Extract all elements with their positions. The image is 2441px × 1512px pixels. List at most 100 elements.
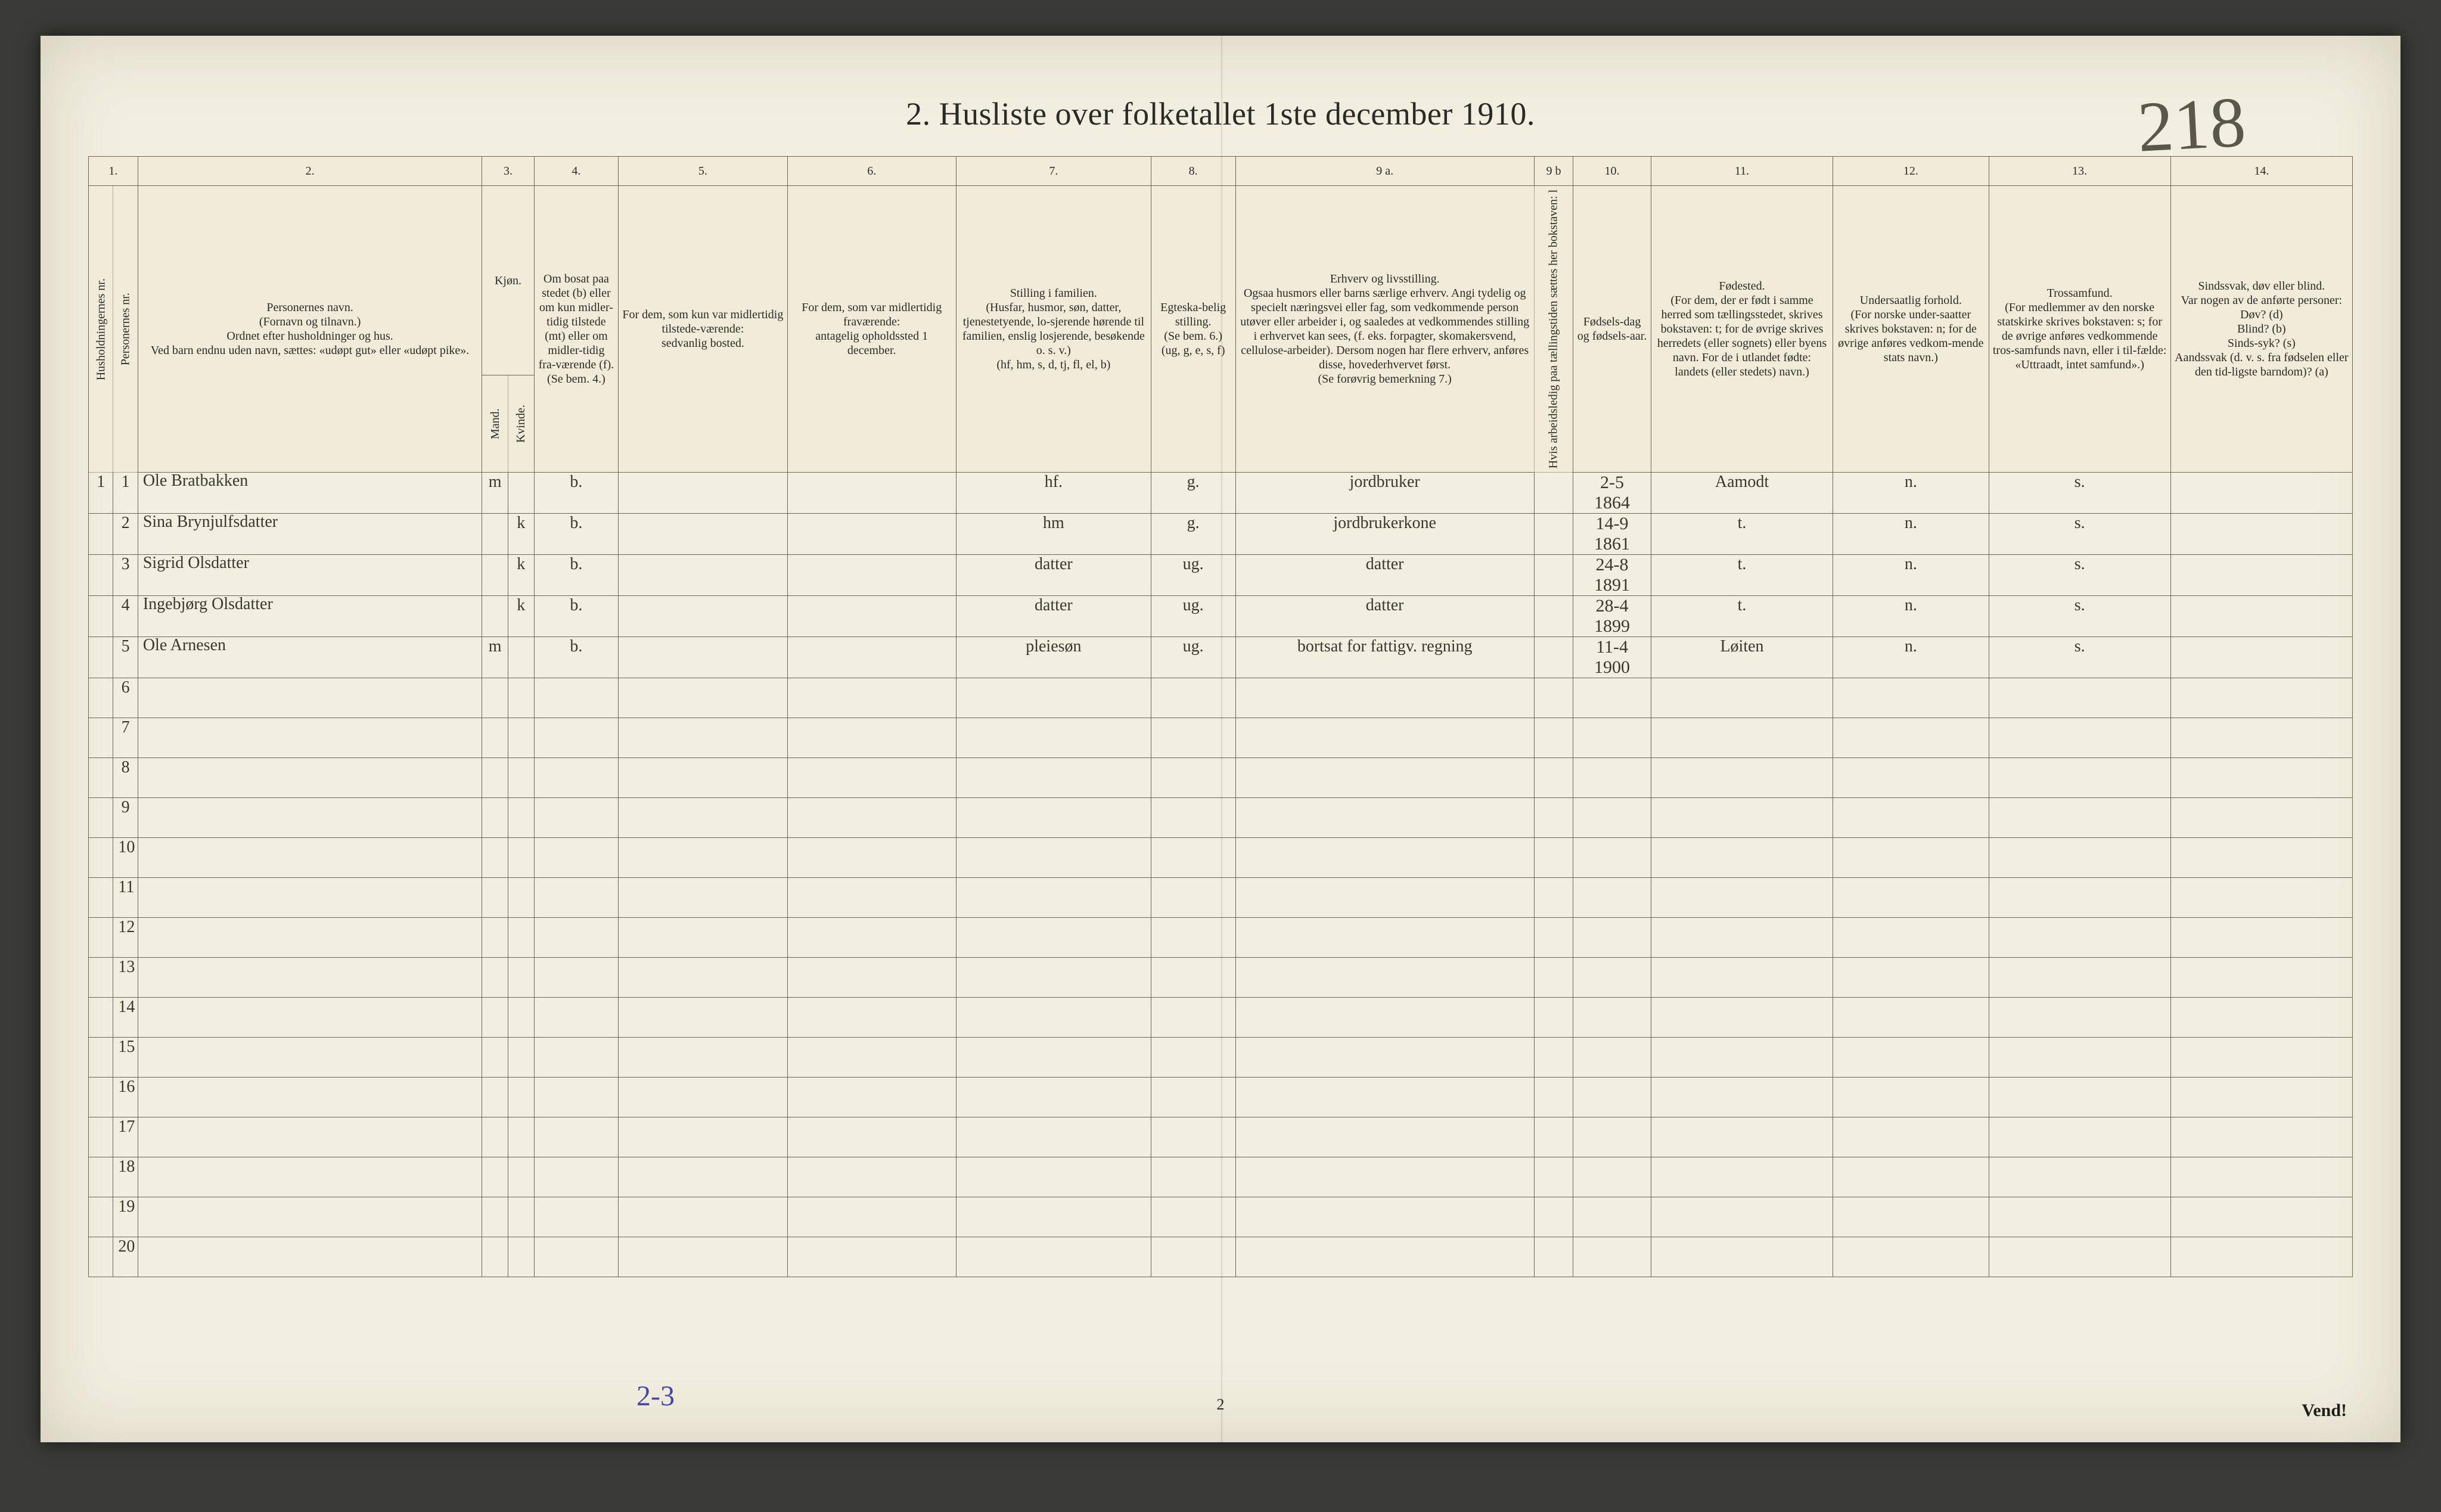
cell-blank [508,1237,534,1277]
cell-blank [1151,958,1235,998]
cell-blank [508,918,534,958]
cell-blank [508,1038,534,1078]
cell-blank [956,1117,1151,1157]
cell-person-no: 1 [113,473,138,514]
cell-blank [508,958,534,998]
cell-household-no [89,918,113,958]
cell-household-no [89,637,113,678]
cell-blank [2170,758,2352,798]
cell-blank [1151,838,1235,878]
cell-residence: b. [534,514,619,555]
hdr-col13: Trossamfund. (For medlemmer av den norsk… [1989,186,2170,473]
cell-blank [1651,758,1833,798]
cell-blank [138,878,482,918]
cell-person-no: 19 [113,1197,138,1237]
cell-blank [1651,878,1833,918]
cell-blank [508,798,534,838]
cell-blank [1573,798,1651,838]
cell-blank [1151,1038,1235,1078]
cell-blank [956,998,1151,1038]
table-row-blank: 10 [89,838,2353,878]
cell-household-no [89,798,113,838]
cell-blank [138,1197,482,1237]
cell-blank [2170,1038,2352,1078]
cell-blank [534,1157,619,1197]
table-row-blank: 9 [89,798,2353,838]
cell-name: Sigrid Olsdatter [138,555,482,596]
cell-blank [1151,1157,1235,1197]
cell-person-no: 20 [113,1237,138,1277]
cell-blank [1534,798,1573,838]
cell-blank [1235,678,1534,718]
colnum-10: 10. [1573,157,1651,186]
cell-blank [1833,958,1989,998]
hdr-col9b: Hvis arbeidsledig paa tællingstiden sætt… [1534,186,1573,473]
cell-blank [2170,1197,2352,1237]
cell-blank [1235,918,1534,958]
table-row-blank: 12 [89,918,2353,958]
cell-blank [1151,1117,1235,1157]
cell-blank [138,758,482,798]
title-text: 2. Husliste over folketallet 1ste decemb… [906,96,1535,132]
hdr-col5: For dem, som kun var midlertidig tilsted… [619,186,787,473]
cell-blank [1534,678,1573,718]
cell-blank [2170,998,2352,1038]
cell-blank [534,1237,619,1277]
cell-blank [1989,1157,2170,1197]
cell-person-no: 15 [113,1038,138,1078]
cell-col6 [787,596,956,637]
census-table: 1. 2. 3. 4. 5. 6. 7. 8. 9 a. 9 b 10. 11.… [88,156,2353,1277]
cell-blank [1534,838,1573,878]
cell-household-no [89,958,113,998]
cell-blank [138,1237,482,1277]
cell-person-no: 16 [113,1078,138,1117]
cell-blank [1989,1078,2170,1117]
cell-col13: s. [1989,637,2170,678]
cell-blank [534,758,619,798]
cell-blank [619,1237,787,1277]
cell-blank [1833,918,1989,958]
cell-col10: 11-4 1900 [1573,637,1651,678]
cell-blank [1989,758,2170,798]
colnum-5: 5. [619,157,787,186]
table-row: 11Ole Bratbakkenmb.hf.g.jordbruker2-5 18… [89,473,2353,514]
cell-col14 [2170,596,2352,637]
cell-blank [534,718,619,758]
cell-blank [1235,1157,1534,1197]
cell-col14 [2170,473,2352,514]
hdr-sex-m: Mand. [482,375,508,473]
table-body: 11Ole Bratbakkenmb.hf.g.jordbruker2-5 18… [89,473,2353,1277]
cell-household-no [89,1117,113,1157]
cell-name: Ingebjørg Olsdatter [138,596,482,637]
cell-household-no [89,1157,113,1197]
table-row-blank: 19 [89,1197,2353,1237]
cell-blank [1989,678,2170,718]
table-row-blank: 14 [89,998,2353,1038]
cell-blank [1534,958,1573,998]
table-row-blank: 7 [89,718,2353,758]
cell-blank [508,758,534,798]
colnum-4: 4. [534,157,619,186]
cell-blank [619,998,787,1038]
cell-blank [1151,878,1235,918]
cell-person-no: 5 [113,637,138,678]
hdr-col14: Sindssvak, døv eller blind. Var nogen av… [2170,186,2352,473]
cell-blank [619,718,787,758]
cell-blank [482,1157,508,1197]
cell-col8: ug. [1151,555,1235,596]
cell-household-no [89,1038,113,1078]
table-row-blank: 16 [89,1078,2353,1117]
cell-blank [1833,1237,1989,1277]
cell-residence: b. [534,555,619,596]
cell-blank [534,1038,619,1078]
cell-blank [2170,1078,2352,1117]
hdr-sex-k: Kvinde. [508,375,534,473]
cell-blank [534,918,619,958]
cell-col7: hm [956,514,1151,555]
cell-sex-m [482,596,508,637]
cell-person-no: 11 [113,878,138,918]
cell-col5 [619,514,787,555]
cell-col11: Løiten [1651,637,1833,678]
cell-blank [1235,1117,1534,1157]
cell-blank [534,1078,619,1117]
